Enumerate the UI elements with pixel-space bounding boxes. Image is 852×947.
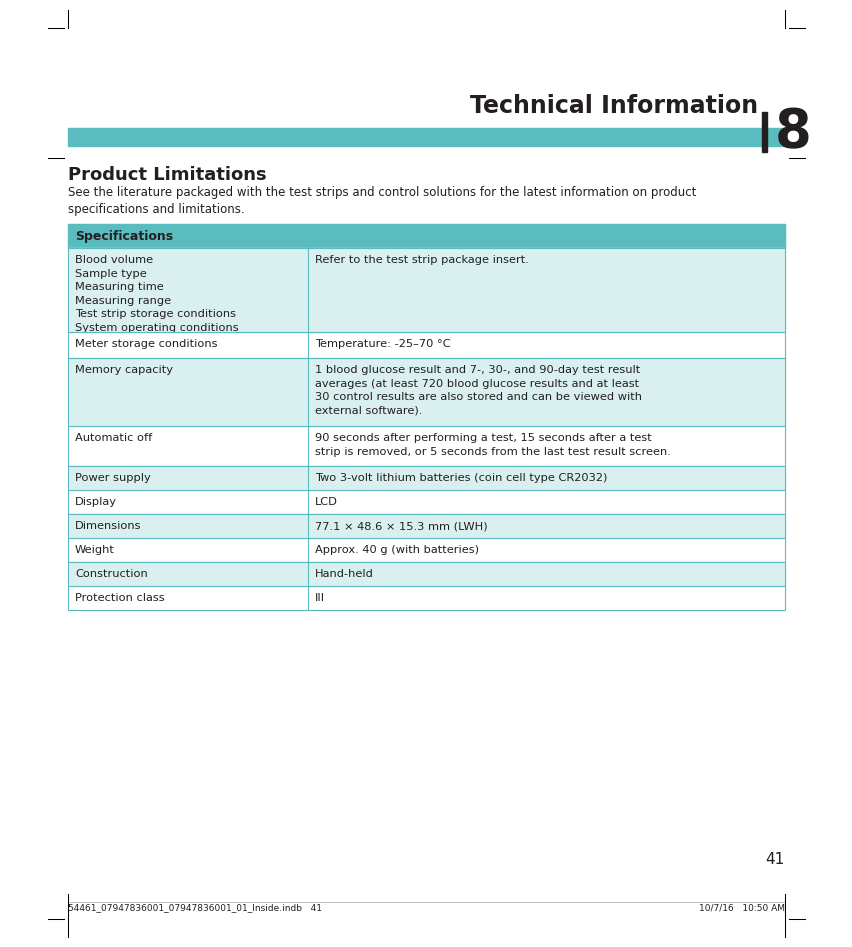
Text: Dimensions: Dimensions xyxy=(75,521,141,531)
Text: Temperature: -25–70 °C: Temperature: -25–70 °C xyxy=(315,339,451,349)
Bar xyxy=(68,514,784,538)
Text: Two 3-volt lithium batteries (coin cell type CR2032): Two 3-volt lithium batteries (coin cell … xyxy=(315,473,607,483)
Text: Specifications: Specifications xyxy=(75,229,173,242)
Bar xyxy=(761,112,766,152)
Text: Protection class: Protection class xyxy=(75,593,164,603)
Text: Weight: Weight xyxy=(75,545,115,555)
Bar xyxy=(68,466,784,490)
Text: Power supply: Power supply xyxy=(75,473,151,483)
Bar xyxy=(68,514,784,538)
Text: Refer to the test strip package insert.: Refer to the test strip package insert. xyxy=(315,255,528,265)
Bar xyxy=(68,358,784,426)
Text: 41: 41 xyxy=(765,852,784,867)
Text: Approx. 40 g (with batteries): Approx. 40 g (with batteries) xyxy=(315,545,479,555)
Bar xyxy=(68,426,784,466)
Bar xyxy=(68,538,784,562)
Text: LCD: LCD xyxy=(315,497,337,507)
Text: III: III xyxy=(315,593,325,603)
Text: Blood volume
Sample type
Measuring time
Measuring range
Test strip storage condi: Blood volume Sample type Measuring time … xyxy=(75,255,239,333)
Text: 8: 8 xyxy=(774,106,811,158)
Text: See the literature packaged with the test strips and control solutions for the l: See the literature packaged with the tes… xyxy=(68,186,695,216)
Bar xyxy=(68,490,784,514)
Bar xyxy=(68,248,784,332)
Text: 1 blood glucose result and 7-, 30-, and 90-day test result
averages (at least 72: 1 blood glucose result and 7-, 30-, and … xyxy=(315,365,642,416)
Text: 10/7/16   10:50 AM: 10/7/16 10:50 AM xyxy=(698,903,784,912)
Bar xyxy=(68,466,784,490)
Bar xyxy=(68,128,784,146)
Bar xyxy=(68,562,784,586)
Text: Automatic off: Automatic off xyxy=(75,433,152,443)
Bar xyxy=(68,332,784,358)
Bar xyxy=(68,586,784,610)
Bar xyxy=(68,586,784,610)
Text: Meter storage conditions: Meter storage conditions xyxy=(75,339,217,349)
Text: Construction: Construction xyxy=(75,569,147,579)
Bar xyxy=(68,426,784,466)
Text: Memory capacity: Memory capacity xyxy=(75,365,173,375)
Bar xyxy=(68,248,784,332)
Text: 54461_07947836001_07947836001_01_Inside.indb   41: 54461_07947836001_07947836001_01_Inside.… xyxy=(68,903,321,912)
Bar xyxy=(68,224,784,248)
Bar xyxy=(68,538,784,562)
Text: Technical Information: Technical Information xyxy=(469,94,757,118)
Bar xyxy=(68,358,784,426)
Bar xyxy=(68,332,784,358)
Text: 90 seconds after performing a test, 15 seconds after a test
strip is removed, or: 90 seconds after performing a test, 15 s… xyxy=(315,433,671,456)
Bar xyxy=(68,224,784,248)
Text: Product Limitations: Product Limitations xyxy=(68,166,267,184)
Bar xyxy=(68,562,784,586)
Text: Hand-held: Hand-held xyxy=(315,569,374,579)
Text: 77.1 × 48.6 × 15.3 mm (LWH): 77.1 × 48.6 × 15.3 mm (LWH) xyxy=(315,521,487,531)
Bar xyxy=(68,490,784,514)
Text: Display: Display xyxy=(75,497,117,507)
